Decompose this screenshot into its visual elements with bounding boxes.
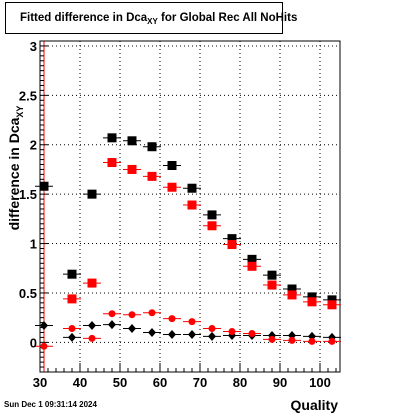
title-subscript: XY: [147, 17, 158, 26]
data-point-square: [247, 254, 257, 264]
x-tick-label: 80: [233, 375, 247, 390]
data-point-square: [87, 189, 97, 199]
y-axis-label-sub: XY: [15, 106, 25, 118]
data-point-diamond: [108, 320, 116, 330]
data-point-square: [67, 269, 77, 279]
data-point-square: [287, 290, 297, 300]
data-point-circle: [88, 334, 96, 342]
data-point-square: [227, 234, 237, 244]
data-point-square: [107, 158, 117, 168]
data-marks: [35, 133, 341, 350]
data-point-square: [327, 300, 337, 310]
title-box: Fitted difference in DcaXY for Global Re…: [5, 2, 297, 34]
data-point-square: [147, 142, 157, 152]
y-axis-label: difference in DcaXY: [6, 106, 25, 231]
data-point-square: [87, 278, 97, 288]
data-point-square: [267, 280, 277, 290]
data-point-circle: [308, 337, 316, 345]
x-tick-label: 70: [193, 375, 207, 390]
data-point-square: [227, 240, 237, 250]
data-point-square: [207, 210, 217, 220]
y-tick-label: 2.5: [19, 88, 37, 103]
x-tick-label: 60: [153, 375, 167, 390]
data-point-square: [307, 292, 317, 302]
data-point-diamond: [148, 327, 156, 337]
data-point-square: [167, 160, 177, 170]
data-point-diamond: [128, 324, 136, 334]
data-point-diamond: [40, 321, 48, 331]
data-point-diamond: [208, 331, 216, 341]
timestamp: Sun Dec 1 09:31:14 2024: [4, 400, 97, 409]
data-point-square: [187, 183, 197, 193]
chart-title: Fitted difference in DcaXY for Global Re…: [20, 12, 297, 26]
data-point-circle: [248, 329, 256, 337]
data-point-circle: [168, 315, 176, 323]
data-point-diamond: [188, 329, 196, 339]
y-tick-label: 2: [30, 138, 37, 153]
data-point-circle: [148, 309, 156, 317]
data-point-circle: [228, 327, 236, 335]
plot-frame: [39, 40, 341, 373]
data-point-circle: [188, 318, 196, 326]
data-point-square: [247, 261, 257, 271]
data-point-square: [267, 270, 277, 280]
data-point-circle: [268, 335, 276, 343]
data-point-circle: [40, 342, 48, 350]
data-point-square: [287, 284, 297, 294]
y-tick-label: 0: [30, 335, 37, 350]
data-point-diamond: [68, 332, 76, 342]
plot-border: [39, 40, 341, 373]
data-point-circle: [208, 325, 216, 333]
y-tick-label: 3: [30, 39, 37, 54]
x-tick-label: 40: [73, 375, 87, 390]
y-tick-label: 1.5: [19, 187, 37, 202]
y-axis-label-main: difference in Dca: [6, 117, 22, 230]
data-point-square: [39, 181, 49, 191]
data-point-circle: [288, 336, 296, 344]
x-tick-label: 30: [33, 375, 47, 390]
data-point-circle: [68, 325, 76, 333]
data-point-square: [67, 294, 77, 304]
data-point-square: [147, 171, 157, 181]
x-tick-label: 50: [113, 375, 127, 390]
data-point-circle: [128, 311, 136, 319]
data-point-square: [307, 297, 317, 307]
y-tick-label: 0.5: [19, 286, 37, 301]
data-point-circle: [108, 310, 116, 318]
data-point-diamond: [168, 329, 176, 339]
data-point-square: [167, 182, 177, 192]
tick-labels: 30 40 50 60 70 80 90 100 0 0.5 1 1.5 2 2.5 3: [19, 39, 331, 390]
data-point-square: [107, 133, 117, 143]
x-axis-label: Quality: [291, 397, 339, 413]
data-point-square: [187, 200, 197, 210]
data-point-square: [207, 221, 217, 231]
data-point-square: [127, 136, 137, 146]
data-point-circle: [328, 337, 336, 345]
title-prefix: Fitted difference in Dca: [20, 12, 148, 24]
data-point-diamond: [88, 321, 96, 331]
title-suffix: for Global Rec All NoHits: [161, 12, 298, 24]
x-tick-label: 90: [273, 375, 287, 390]
x-tick-label: 100: [309, 375, 331, 390]
data-point-square: [127, 164, 137, 174]
y-tick-label: 1: [30, 237, 37, 252]
data-point-square: [327, 295, 337, 305]
